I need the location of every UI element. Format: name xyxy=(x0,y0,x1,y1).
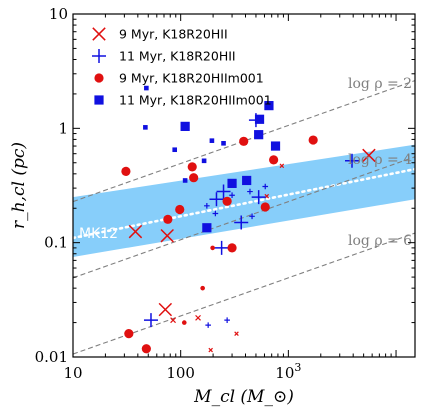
series-0-point-3 xyxy=(362,148,376,163)
series-2-point-8 xyxy=(239,136,249,146)
series-2-point-14 xyxy=(200,285,205,291)
x-tick-label-2: 103 xyxy=(275,361,301,382)
series-2-point-3 xyxy=(187,162,197,172)
axis-labels: M_cl (M_⊙) r_h,cl (pc) xyxy=(9,142,294,407)
mk12-band xyxy=(73,144,415,257)
series-2-point-7 xyxy=(222,196,232,206)
series-0-point-1 xyxy=(160,228,174,243)
legend-marker-3 xyxy=(94,95,104,105)
legend: 9 Myr, K18R20HII 11 Myr, K18R20HII 9 Myr, … xyxy=(92,27,272,108)
density-line-0 xyxy=(73,80,415,203)
series-3-point-14 xyxy=(221,140,226,146)
series-3-point-7 xyxy=(254,130,264,140)
x-axis-label: M_cl (M_⊙) xyxy=(193,387,294,407)
series-0-point-5 xyxy=(195,314,201,321)
series-2-point-5 xyxy=(124,329,134,339)
annotations: MK12 log ρ = 2 log ρ = 4 log ρ = 6 xyxy=(79,76,412,249)
axis-ticks: 10 100 103 0.01 0.1 1 10 xyxy=(35,5,415,382)
series-2-point-1 xyxy=(163,214,173,224)
series-3-point-13 xyxy=(209,138,215,143)
y-tick-label-3: 10 xyxy=(49,5,68,23)
density-label-1: log ρ = 4 xyxy=(348,152,412,168)
series-0-point-4 xyxy=(170,317,176,324)
series-2-point-15 xyxy=(210,245,215,251)
series-2-point-10 xyxy=(269,155,279,165)
series-1-point-8 xyxy=(204,203,210,209)
series-3-point-10 xyxy=(172,147,178,153)
plot-frame xyxy=(72,13,416,358)
series-3-point-0 xyxy=(180,121,190,131)
series-3-point-8 xyxy=(144,85,149,91)
series-3-point-2 xyxy=(227,178,237,188)
series-1-point-2 xyxy=(216,184,231,199)
series-2-point-6 xyxy=(141,344,151,354)
series-1-point-7 xyxy=(345,153,360,168)
legend-marker-1 xyxy=(92,49,106,63)
series-0-point-9 xyxy=(279,163,285,169)
series-1-point-6 xyxy=(251,190,266,205)
series-3-point-3 xyxy=(242,175,252,186)
y-tick-label-2: 1 xyxy=(58,119,68,137)
legend-marker-0 xyxy=(92,27,106,41)
series-1-point-14 xyxy=(205,322,211,328)
series-1-point-1 xyxy=(214,240,229,255)
density-line-2 xyxy=(73,232,415,355)
y-tick-label-0: 0.01 xyxy=(35,348,68,366)
y-tick-label-1: 0.1 xyxy=(44,234,68,252)
x-tick-label-1: 100 xyxy=(166,364,195,382)
mk12-center-line xyxy=(73,167,415,240)
series-3-point-4 xyxy=(254,114,265,124)
series-2-point-13 xyxy=(181,320,187,325)
series-3-point-11 xyxy=(182,178,188,183)
series-0-point-2 xyxy=(158,302,173,317)
density-label-2: log ρ = 6 xyxy=(348,233,412,249)
series-1-point-10 xyxy=(229,192,235,199)
series-3-point-6 xyxy=(270,141,281,151)
series-1-point-9 xyxy=(212,210,219,217)
series-2-point-4 xyxy=(189,173,199,183)
series-1-point-3 xyxy=(209,192,224,207)
series-1-point-4 xyxy=(234,215,249,230)
series-2-point-0 xyxy=(121,166,131,177)
series-3-point-1 xyxy=(202,223,212,233)
legend-label-1: 11 Myr, K18R20HII xyxy=(119,49,236,64)
legend-label-2: 9 Myr, K18R20HIIm001 xyxy=(119,71,264,86)
density-label-0: log ρ = 2 xyxy=(348,76,412,92)
series-2-point-9 xyxy=(260,202,270,212)
mk12-label: MK12 xyxy=(79,226,118,242)
data-points xyxy=(121,85,376,354)
series-2-point-2 xyxy=(175,204,185,215)
series-0-point-6 xyxy=(208,347,213,353)
legend-label-3: 11 Myr, K18R20HIIm001 xyxy=(119,93,272,108)
legend-label-0: 9 Myr, K18R20HII xyxy=(119,27,228,42)
density-line-1 xyxy=(73,156,415,279)
series-0-point-0 xyxy=(128,224,143,239)
plot-border xyxy=(72,13,416,358)
series-1-point-15 xyxy=(224,317,230,323)
series-2-point-11 xyxy=(308,135,318,145)
series-1-point-0 xyxy=(143,313,158,328)
series-1-point-12 xyxy=(249,213,255,220)
series-0-point-7 xyxy=(234,331,239,336)
series-3-point-9 xyxy=(143,125,148,130)
series-2-point-12 xyxy=(227,243,237,253)
y-axis-label: r_h,cl (pc) xyxy=(9,142,29,229)
legend-marker-2 xyxy=(94,73,104,83)
x-tick-label-0: 10 xyxy=(63,364,82,382)
series-1-point-11 xyxy=(247,188,253,195)
series-3-point-12 xyxy=(201,158,207,164)
mk12-band-fill xyxy=(73,144,415,257)
series-1-point-13 xyxy=(262,183,269,190)
series-3-point-5 xyxy=(264,101,274,111)
